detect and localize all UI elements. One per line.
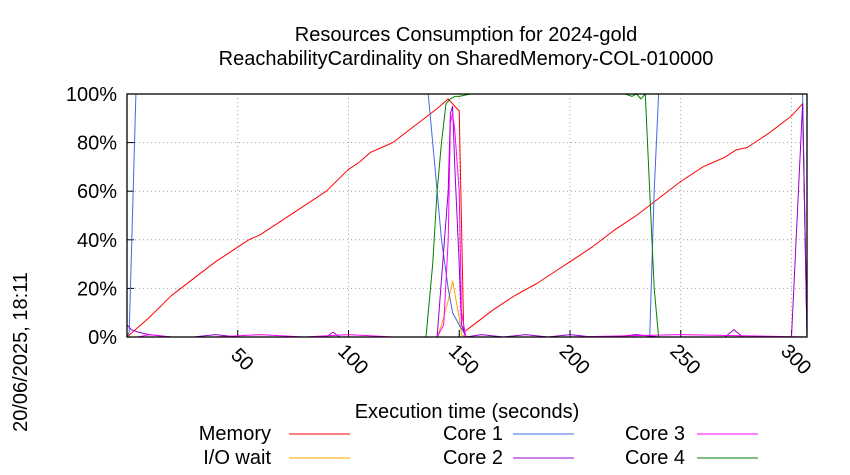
y-tick-label: 40%: [77, 230, 117, 252]
plot-area-border: [126, 93, 808, 338]
y-tick-label: 20%: [77, 278, 117, 300]
legend-label: Core 4: [625, 447, 685, 469]
y-tick-label: 0%: [88, 327, 117, 349]
legend-label: Core 2: [443, 447, 503, 469]
series-line-core-1: [126, 93, 808, 338]
series-line-memory: [126, 98, 808, 338]
legend-label: Core 1: [443, 423, 503, 445]
x-tick-label: 150: [444, 340, 483, 379]
y-tick-label: 100%: [66, 84, 117, 106]
x-tick-label: 200: [555, 340, 594, 379]
series-line-i-o-wait: [127, 280, 807, 338]
x-tick-label: 50: [226, 344, 257, 375]
chart-subtitle: ReachabilityCardinality on SharedMemory-…: [219, 48, 714, 70]
chart-title: Resources Consumption for 2024-gold: [295, 24, 637, 46]
legend-label: I/O wait: [203, 447, 271, 469]
side-timestamp-label: 20/06/2025, 18:11: [10, 272, 32, 432]
series-line-core-2: [126, 103, 808, 338]
legend-label: Memory: [199, 423, 271, 445]
data-series: [126, 93, 808, 338]
series-line-core-4: [127, 93, 807, 338]
series-line-core-3: [127, 112, 808, 338]
x-axis-label: Execution time (seconds): [355, 401, 580, 423]
grid-lines: [127, 94, 807, 337]
x-tick-label: 300: [776, 340, 815, 379]
x-tick-label: 100: [333, 340, 372, 379]
x-tick-label: 250: [665, 340, 704, 379]
legend-label: Core 3: [625, 423, 685, 445]
y-tick-label: 60%: [77, 181, 117, 203]
y-tick-label: 80%: [77, 133, 117, 155]
